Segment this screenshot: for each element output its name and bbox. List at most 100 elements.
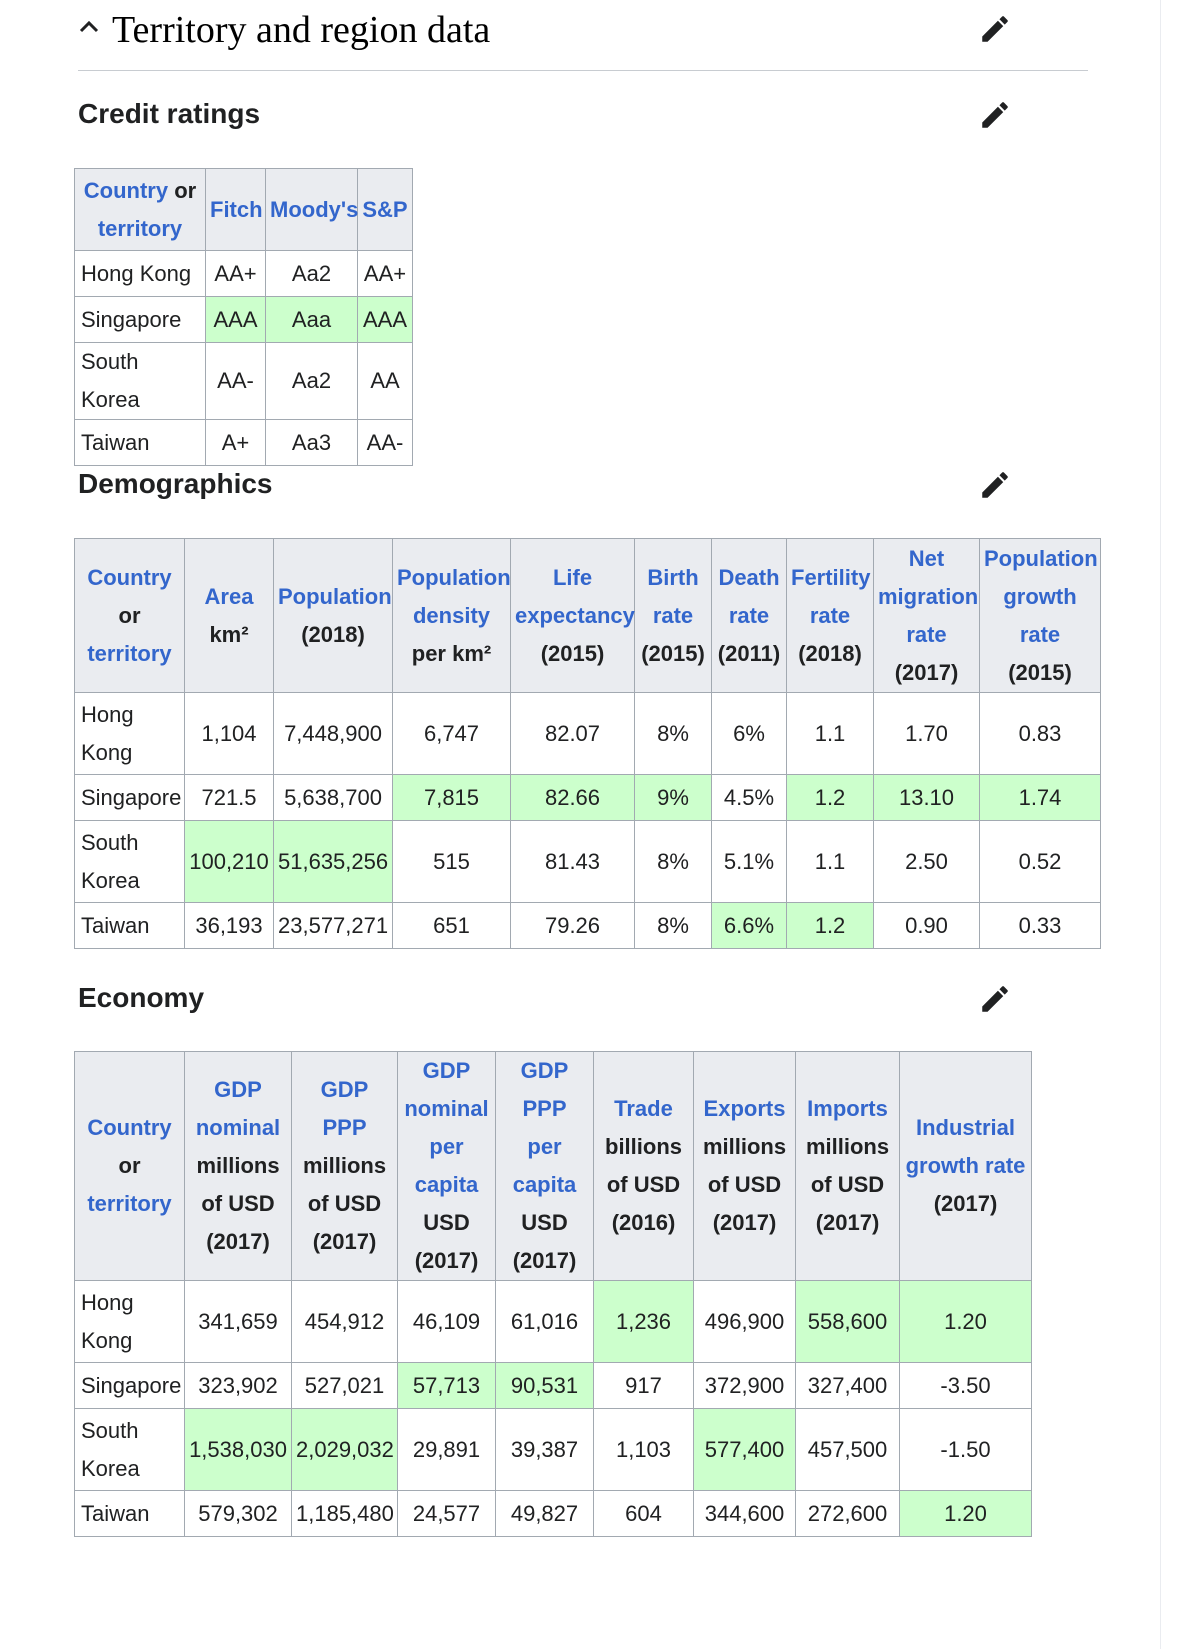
- cell-gdp-ppp-per-capita: 39,387: [495, 1408, 594, 1491]
- column-header-gdp-ppp-per-capita: GDP PPP per capita USD (2017): [495, 1051, 594, 1281]
- header-text: rate: [1019, 621, 1061, 647]
- header-text: Life: [552, 564, 593, 590]
- cell-moodys: Aa2: [265, 342, 358, 420]
- life-expectancy-link[interactable]: Life expectancy: [515, 565, 635, 628]
- gdp-ppp-per-capita-link[interactable]: GDP PPP per capita: [513, 1058, 577, 1197]
- header-text: Population: [397, 564, 511, 590]
- cell-gdp-nominal-per-capita: 29,891: [397, 1408, 496, 1491]
- cell-country: Taiwan: [74, 1490, 185, 1537]
- density-link[interactable]: Population density: [397, 565, 511, 628]
- table-row: South Korea 1,538,030 2,029,032 29,891 39…: [74, 1408, 1032, 1491]
- cell-sp: AAA: [357, 296, 413, 343]
- industrial-growth-link[interactable]: Industrial growth rate: [906, 1115, 1026, 1178]
- birth-rate-link[interactable]: Birth rate: [647, 565, 698, 628]
- net-migration-link[interactable]: Net migration rate: [878, 546, 978, 647]
- cell-country: Singapore: [74, 774, 185, 821]
- header-text: capita: [414, 1172, 479, 1197]
- column-header-area: Area km²: [184, 538, 274, 693]
- header-text: growth rate: [905, 1153, 1026, 1178]
- cell-area: 100,210: [184, 820, 274, 903]
- trade-link[interactable]: Trade: [614, 1096, 673, 1121]
- cell-gdp-ppp: 1,185,480: [291, 1490, 398, 1537]
- imports-link[interactable]: Imports: [807, 1096, 888, 1121]
- cell-gdp-nominal: 341,659: [184, 1280, 292, 1363]
- header-text: of USD: [606, 1172, 681, 1197]
- header-text: per: [429, 1134, 464, 1159]
- table-row: Singapore 721.5 5,638,700 7,815 82.66 9%…: [74, 774, 1101, 821]
- header-text: per km²: [411, 640, 492, 666]
- cell-net-migration: 0.90: [873, 902, 980, 949]
- column-header-gdp-nominal: GDP nominal millions of USD (2017): [184, 1051, 292, 1281]
- cell-density: 651: [392, 902, 511, 949]
- cell-life-expectancy: 81.43: [510, 820, 635, 903]
- chevron-up-icon[interactable]: [78, 16, 100, 38]
- pencil-icon[interactable]: [978, 98, 1012, 132]
- section-divider: [78, 70, 1088, 71]
- header-text: millions: [196, 1153, 280, 1178]
- cell-trade: 604: [593, 1490, 694, 1537]
- pencil-icon[interactable]: [978, 12, 1012, 46]
- cell-density: 515: [392, 820, 511, 903]
- column-header-gdp-ppp: GDP PPP millions of USD (2017): [291, 1051, 398, 1281]
- territory-link[interactable]: territory: [87, 640, 172, 666]
- cell-country: South Korea: [74, 1408, 185, 1491]
- cell-net-migration: 2.50: [873, 820, 980, 903]
- cell-fertility-rate: 1.1: [786, 820, 874, 903]
- column-header-density: Population density per km²: [392, 538, 511, 693]
- fitch-link[interactable]: Fitch: [210, 196, 263, 222]
- table-header-row: Country or territory GDP nominal millions of …: [74, 1051, 1032, 1281]
- cell-trade: 1,236: [593, 1280, 694, 1363]
- header-text: millions: [702, 1134, 787, 1159]
- cell-net-migration: 1.70: [873, 692, 980, 775]
- cell-gdp-ppp: 527,021: [291, 1362, 398, 1409]
- moodys-link[interactable]: Moody's: [270, 196, 359, 222]
- cell-exports: 577,400: [693, 1408, 796, 1491]
- header-text: GDP: [422, 1058, 471, 1083]
- cell-birth-rate: 8%: [634, 692, 712, 775]
- country-link[interactable]: Country: [87, 564, 172, 590]
- country-link[interactable]: Country: [87, 1115, 172, 1140]
- country-name-line: South: [81, 1417, 139, 1443]
- table-row: Taiwan A+ Aa3 AA-: [74, 419, 413, 466]
- header-text: of USD: [201, 1191, 275, 1216]
- cell-fertility-rate: 1.2: [786, 902, 874, 949]
- cell-country: South Korea: [74, 342, 206, 420]
- population-link[interactable]: Population: [278, 583, 392, 609]
- exports-link[interactable]: Exports: [703, 1096, 786, 1121]
- header-text: or: [118, 602, 141, 628]
- pencil-icon[interactable]: [978, 982, 1012, 1016]
- gdp-ppp-link[interactable]: GDP PPP: [320, 1077, 369, 1140]
- territory-link[interactable]: territory: [87, 1191, 172, 1216]
- cell-density: 7,815: [392, 774, 511, 821]
- header-text: (2016): [611, 1210, 676, 1235]
- header-text: (2017): [512, 1248, 577, 1273]
- section-title[interactable]: Territory and region data: [112, 9, 491, 51]
- country-name-line: Hong: [81, 701, 134, 727]
- cell-population: 51,635,256: [273, 820, 393, 903]
- fertility-rate-link[interactable]: Fertility rate: [791, 565, 870, 628]
- sp-link[interactable]: S&P: [362, 196, 408, 222]
- cell-gdp-nominal-per-capita: 46,109: [397, 1280, 496, 1363]
- gdp-nominal-per-capita-link[interactable]: GDP nominal per capita: [404, 1058, 488, 1197]
- cell-industrial-growth: -1.50: [899, 1408, 1032, 1491]
- country-name-line: Kong: [81, 1327, 133, 1353]
- gdp-nominal-link[interactable]: GDP nominal: [196, 1077, 280, 1140]
- cell-fitch: AA+: [205, 250, 266, 297]
- area-link[interactable]: Area: [204, 583, 254, 609]
- country-name-line: Hong: [81, 1289, 134, 1315]
- pencil-icon[interactable]: [978, 468, 1012, 502]
- cell-gdp-ppp-per-capita: 61,016: [495, 1280, 594, 1363]
- cell-death-rate: 5.1%: [711, 820, 787, 903]
- header-text: growth: [1003, 583, 1077, 609]
- header-text: millions: [805, 1134, 890, 1159]
- cell-population-growth: 0.83: [979, 692, 1101, 775]
- header-text: of USD: [707, 1172, 782, 1197]
- cell-net-migration: 13.10: [873, 774, 980, 821]
- country-link[interactable]: Country: [83, 177, 169, 203]
- territory-link[interactable]: territory: [97, 215, 183, 241]
- population-growth-link[interactable]: Population growth rate: [984, 546, 1098, 647]
- death-rate-link[interactable]: Death rate: [718, 565, 779, 628]
- header-text: millions: [302, 1153, 387, 1178]
- column-header-country: Country or territory: [74, 538, 185, 693]
